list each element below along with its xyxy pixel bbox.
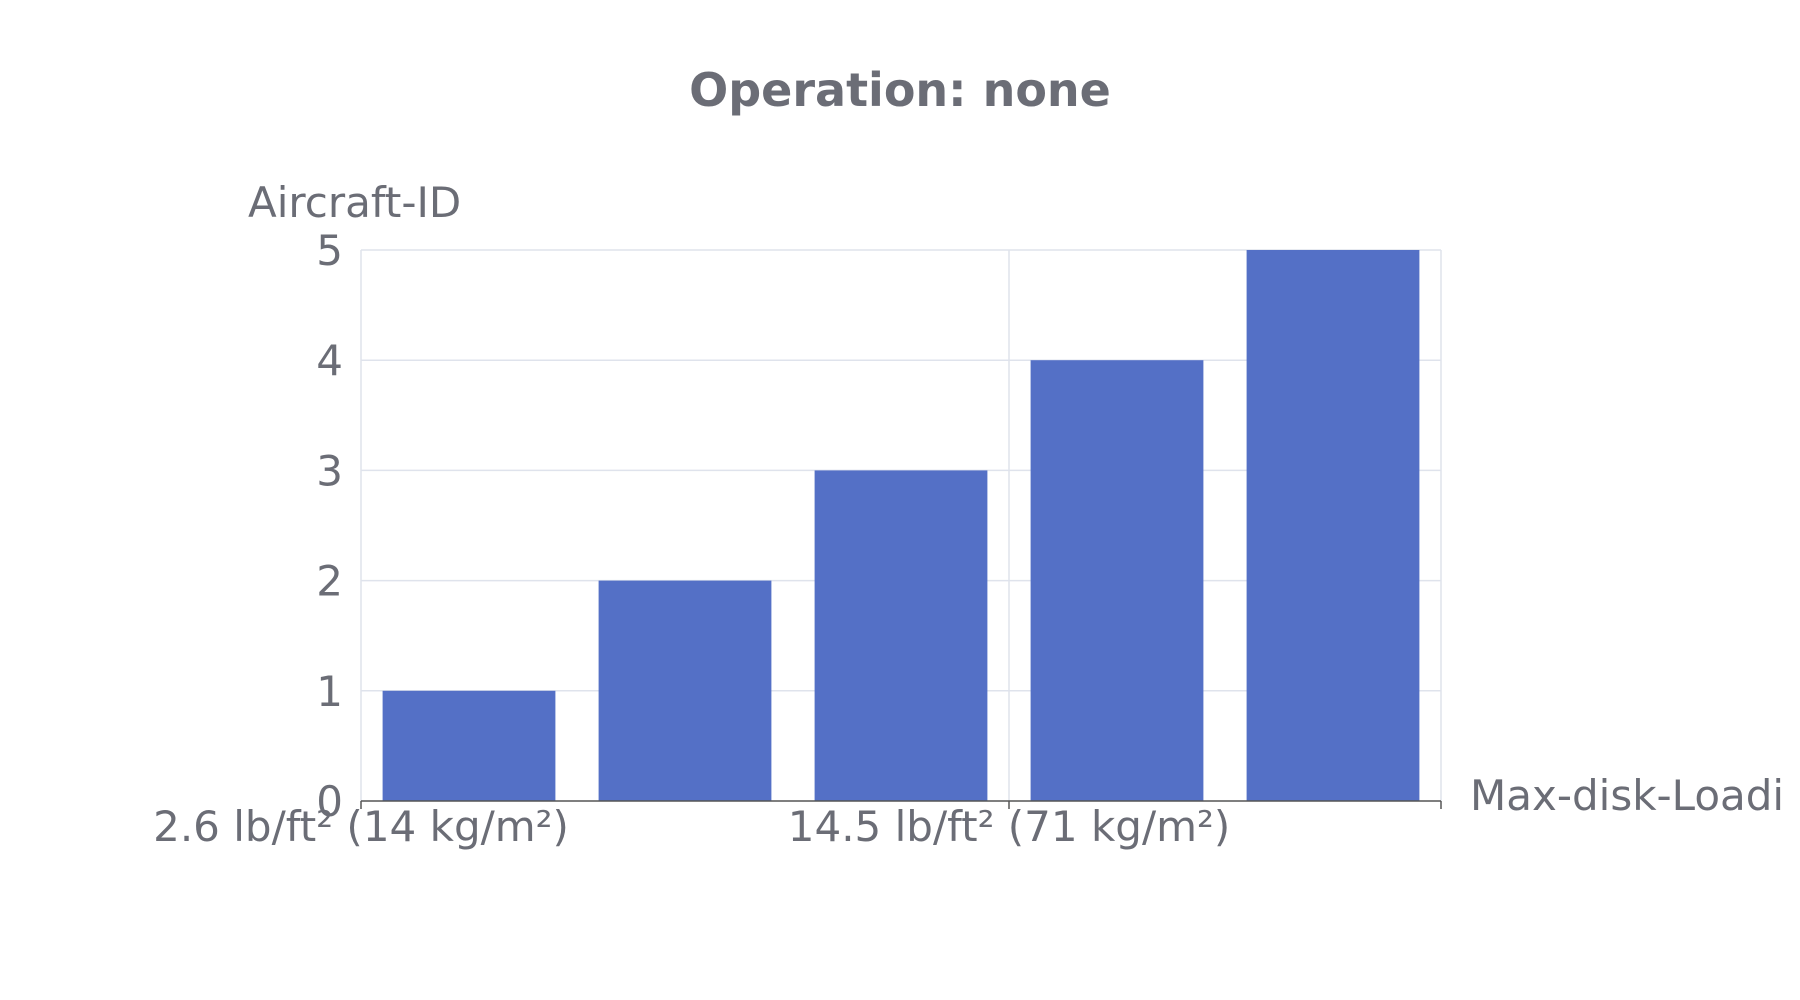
x-tick-labels: 2.6 lb/ft² (14 kg/m²) 14.5 lb/ft² (71 kg/…	[153, 802, 1230, 851]
bar-4	[1246, 250, 1420, 801]
x-tick-label-1: 14.5 lb/ft² (71 kg/m²)	[788, 802, 1231, 851]
y-tick-label-0: 0	[316, 777, 343, 826]
bars	[382, 250, 1420, 801]
bar-3	[1030, 360, 1204, 801]
y-tick-labels: 0 1 2 3 4 5	[316, 226, 343, 826]
y-tick-label-4: 4	[316, 336, 343, 385]
y-tick-label-1: 1	[316, 667, 343, 716]
y-tick-label-2: 2	[316, 557, 343, 606]
y-axis-label: Aircraft-ID	[248, 178, 461, 227]
x-tick-label-0: 2.6 lb/ft² (14 kg/m²)	[153, 802, 569, 851]
y-tick-label-5: 5	[316, 226, 343, 275]
bar-2	[814, 470, 988, 801]
axes	[360, 800, 1442, 809]
y-tick-label-3: 3	[316, 446, 343, 495]
x-axis-label: Max-disk-Loadi	[1470, 771, 1784, 820]
chart-title: Operation: none	[689, 63, 1111, 117]
bar-0	[382, 690, 556, 801]
bar-1	[598, 580, 772, 801]
